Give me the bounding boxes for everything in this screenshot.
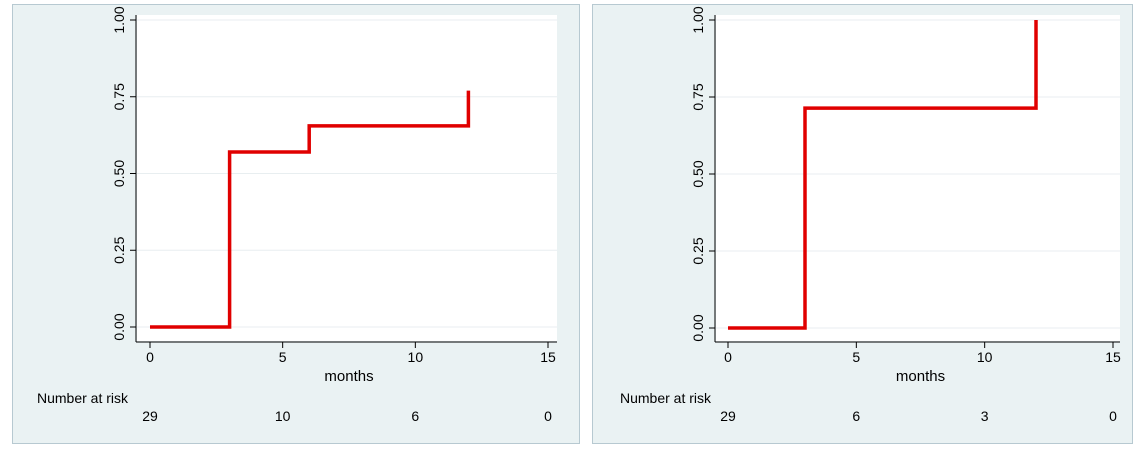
x-tick-label: 15	[540, 349, 556, 365]
chart-1: 0.00 0.25 0.50 0.75 1.00 0 5 10 15 months Number a…	[37, 6, 557, 424]
y-tick-label: 0.75	[690, 83, 706, 110]
x-axis-label: months	[324, 368, 373, 385]
y-tick-label: 0.00	[690, 314, 706, 341]
x-tick-label: 5	[852, 349, 860, 365]
y-tick-label: 0.25	[111, 236, 127, 263]
chart-2: 0.00 0.25 0.50 0.75 1.00 0 5 10 15 months Number a…	[620, 6, 1121, 424]
x-tick-label: 0	[146, 349, 154, 365]
x-axis-label: months	[896, 368, 945, 385]
risk-table-label: Number at risk	[620, 390, 712, 406]
plot-area	[137, 15, 557, 341]
risk-table-value: 0	[544, 408, 552, 424]
risk-table-value: 29	[720, 408, 736, 424]
risk-table-value: 29	[142, 408, 158, 424]
risk-table-value: 3	[981, 408, 989, 424]
x-tick-label: 5	[279, 349, 287, 365]
x-tick-label: 10	[977, 349, 993, 365]
x-tick-label: 0	[724, 349, 732, 365]
y-tick-label: 0.00	[111, 313, 127, 340]
y-tick-label: 0.75	[111, 83, 127, 110]
risk-table-value: 6	[411, 408, 419, 424]
risk-table-label: Number at risk	[37, 390, 129, 406]
y-tick-label: 0.25	[690, 237, 706, 264]
y-tick-label: 0.50	[690, 160, 706, 187]
plot-area	[716, 15, 1120, 341]
x-tick-label: 10	[408, 349, 424, 365]
survival-step-line	[150, 90, 471, 329]
y-tick-label: 1.00	[111, 6, 127, 33]
y-tick-label: 1.00	[690, 6, 706, 33]
y-tick-label: 0.50	[111, 160, 127, 187]
risk-table-value: 6	[852, 408, 860, 424]
risk-table-value: 0	[1109, 408, 1117, 424]
x-tick-label: 15	[1105, 349, 1121, 365]
risk-table-value: 10	[275, 408, 291, 424]
survival-step-line	[728, 20, 1038, 330]
